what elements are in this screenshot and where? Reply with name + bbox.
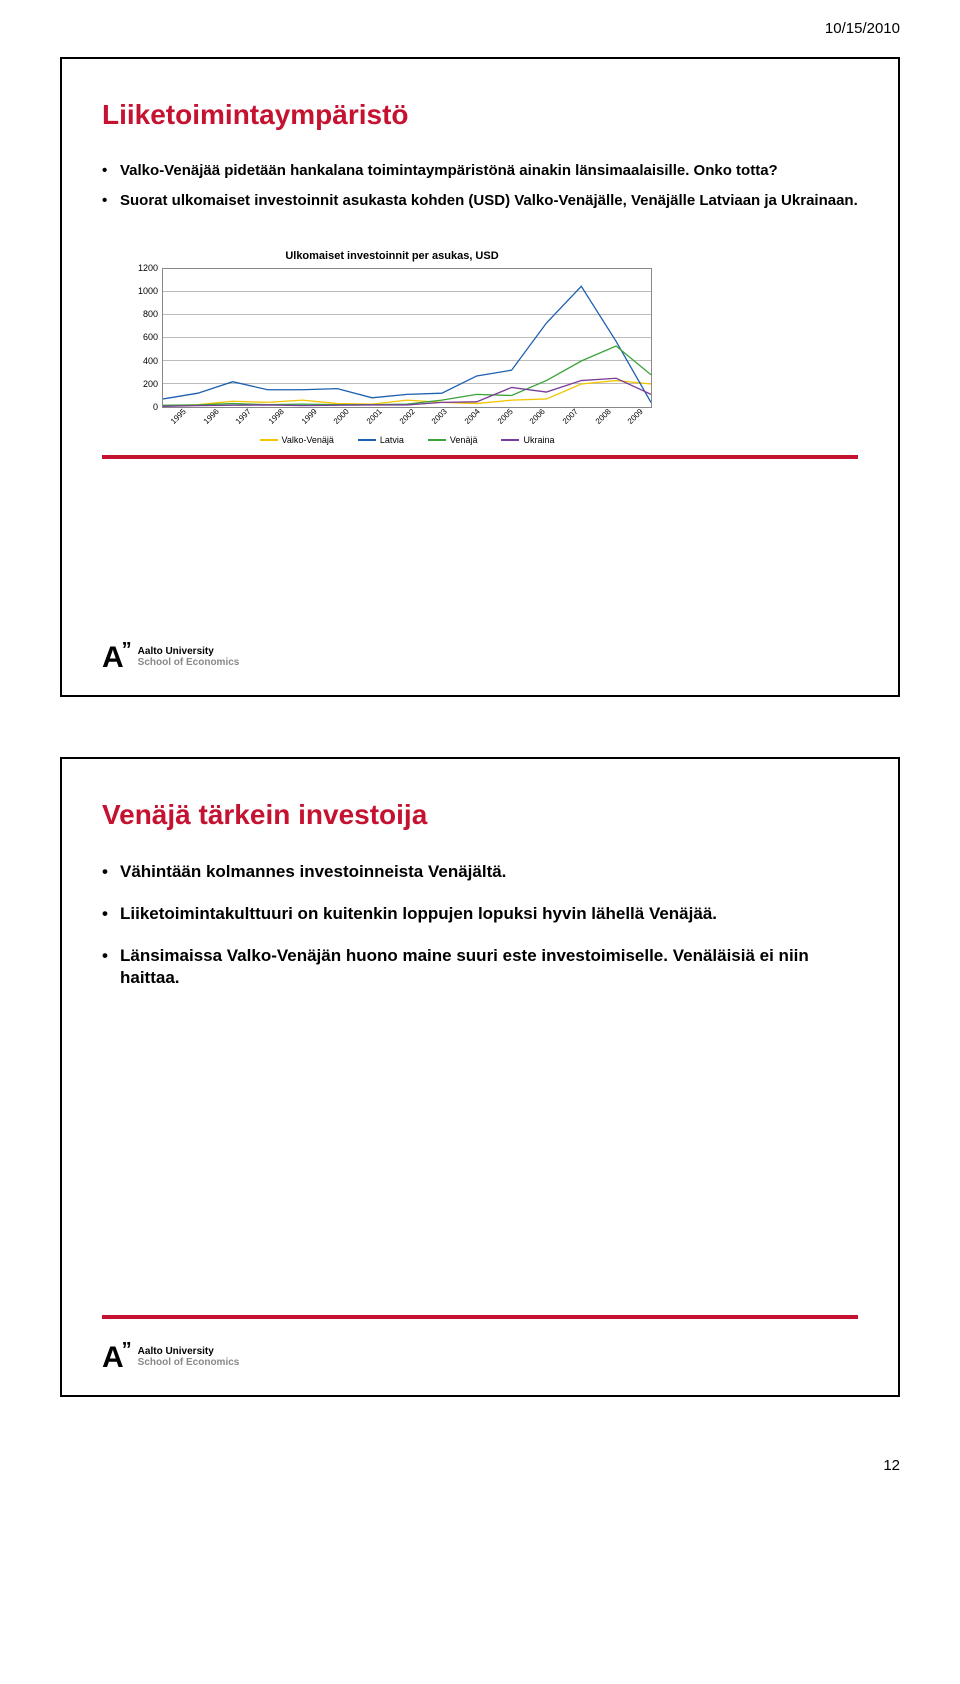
slide1-bullets: Valko-Venäjää pidetään hankalana toimint… bbox=[102, 161, 858, 220]
chart-container: Ulkomaiset investoinnit per asukas, USD … bbox=[132, 250, 652, 445]
logo-mark: A” bbox=[102, 1339, 130, 1375]
legend-swatch bbox=[428, 439, 446, 441]
legend-item: Ukraina bbox=[501, 435, 554, 445]
legend-label: Valko-Venäjä bbox=[282, 435, 334, 445]
bullet: Länsimaissa Valko-Venäjän huono maine su… bbox=[102, 945, 858, 989]
logo-text: Aalto University School of Economics bbox=[138, 646, 240, 668]
legend-label: Ukraina bbox=[523, 435, 554, 445]
bullet: Vähintään kolmannes investoinneista Venä… bbox=[102, 861, 858, 883]
slide2-bullets: Vähintään kolmannes investoinneista Venä… bbox=[102, 861, 858, 1009]
legend-swatch bbox=[501, 439, 519, 441]
legend-swatch bbox=[358, 439, 376, 441]
aalto-logo: A” Aalto University School of Economics bbox=[102, 639, 858, 675]
slide-2: Venäjä tärkein investoija Vähintään kolm… bbox=[60, 757, 900, 1397]
chart-title: Ulkomaiset investoinnit per asukas, USD bbox=[132, 250, 652, 262]
legend-item: Valko-Venäjä bbox=[260, 435, 334, 445]
slide1-title: Liiketoimintaympäristö bbox=[102, 99, 858, 131]
bullet: Suorat ulkomaiset investoinnit asukasta … bbox=[102, 191, 858, 211]
slide-1: Liiketoimintaympäristö Valko-Venäjää pid… bbox=[60, 57, 900, 697]
legend-swatch bbox=[260, 439, 278, 441]
aalto-logo: A” Aalto University School of Economics bbox=[102, 1339, 858, 1375]
line-chart: 120010008006004002000 199519961997199819… bbox=[132, 268, 652, 445]
bullet: Liiketoimintakulttuuri on kuitenkin lopp… bbox=[102, 903, 858, 925]
legend-item: Venäjä bbox=[428, 435, 478, 445]
bullet: Valko-Venäjää pidetään hankalana toimint… bbox=[102, 161, 858, 181]
legend-label: Latvia bbox=[380, 435, 404, 445]
page-number: 12 bbox=[60, 1457, 900, 1474]
chart-legend: Valko-Venäjä Latvia Venäjä Ukraina bbox=[162, 435, 652, 445]
legend-label: Venäjä bbox=[450, 435, 478, 445]
logo-mark: A” bbox=[102, 639, 130, 675]
y-axis: 120010008006004002000 bbox=[132, 268, 162, 408]
legend-item: Latvia bbox=[358, 435, 404, 445]
accent-bar bbox=[102, 1315, 858, 1319]
x-axis: 1995199619971998199920002001200220032004… bbox=[162, 408, 652, 421]
accent-bar bbox=[102, 455, 858, 459]
logo-text: Aalto University School of Economics bbox=[138, 1346, 240, 1368]
header-date: 10/15/2010 bbox=[60, 20, 900, 37]
slide2-title: Venäjä tärkein investoija bbox=[102, 799, 858, 831]
plot-area bbox=[162, 268, 652, 408]
